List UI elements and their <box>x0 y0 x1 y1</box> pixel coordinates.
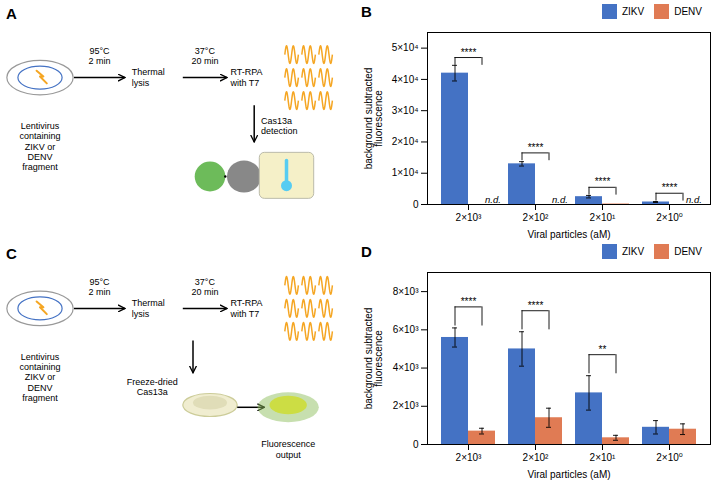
svg-text:Thermallysis: Thermallysis <box>132 67 165 87</box>
svg-text:LentiviruscontainingZIKV orDEN: LentiviruscontainingZIKV orDENVfragment <box>19 121 60 172</box>
svg-text:****: **** <box>662 182 678 193</box>
svg-text:RT-RPAwith T7: RT-RPAwith T7 <box>229 298 262 318</box>
svg-text:1×10⁴: 1×10⁴ <box>392 167 419 178</box>
svg-text:LentiviruscontainingZIKV orDEN: LentiviruscontainingZIKV orDENVfragment <box>19 352 60 403</box>
svg-text:2×10³: 2×10³ <box>456 452 483 463</box>
svg-text:2×10⁰: 2×10⁰ <box>656 212 683 223</box>
svg-text:2×10³: 2×10³ <box>456 212 483 223</box>
svg-text:Freeze-driedCas13a: Freeze-driedCas13a <box>127 377 178 397</box>
svg-text:Viral particles (aM): Viral particles (aM) <box>527 229 610 240</box>
svg-text:4×10³: 4×10³ <box>393 362 420 373</box>
svg-text:2×10³: 2×10³ <box>393 400 420 411</box>
html-text:DENV: DENV <box>674 245 702 257</box>
svg-text:2×10¹: 2×10¹ <box>590 212 617 223</box>
html-text:B: B <box>361 2 372 20</box>
svg-text:A: A <box>6 5 17 22</box>
svg-text:Cas13adetection: Cas13adetection <box>261 116 298 136</box>
svg-text:Fluorescenceoutput: Fluorescenceoutput <box>261 439 315 459</box>
svg-text:2×10²: 2×10² <box>523 452 550 463</box>
svg-text:****: **** <box>528 142 544 153</box>
svg-text:n.d.: n.d. <box>552 194 568 205</box>
svg-text:95°C2 min: 95°C2 min <box>88 46 110 66</box>
svg-text:3×10⁴: 3×10⁴ <box>392 105 419 116</box>
svg-text:37°C20 min: 37°C20 min <box>191 46 218 66</box>
svg-text:8×10³: 8×10³ <box>393 286 420 297</box>
svg-text:0: 0 <box>413 199 419 210</box>
svg-text:C: C <box>6 245 17 262</box>
svg-text:RT-RPAwith T7: RT-RPAwith T7 <box>229 67 262 87</box>
html-text:DENV: DENV <box>674 5 702 17</box>
svg-text:n.d.: n.d. <box>485 194 501 205</box>
html-text:ZIKV: ZIKV <box>622 5 645 17</box>
svg-text:95°C2 min: 95°C2 min <box>88 277 110 297</box>
svg-text:2×10⁰: 2×10⁰ <box>656 452 683 463</box>
svg-text:**: ** <box>599 344 607 355</box>
svg-text:background subtractedfluoresce: background subtractedfluorescence <box>363 68 384 170</box>
svg-text:Viral particles (aM): Viral particles (aM) <box>527 469 610 480</box>
svg-text:4×10⁴: 4×10⁴ <box>392 74 419 85</box>
html-text:ZIKV: ZIKV <box>622 245 645 257</box>
svg-text:background subtractedfluoresce: background subtractedfluorescence <box>363 308 384 410</box>
html-text:D: D <box>361 242 372 260</box>
svg-text:****: **** <box>461 296 477 307</box>
svg-text:2×10²: 2×10² <box>523 212 550 223</box>
svg-text:n.d.: n.d. <box>686 194 702 205</box>
svg-text:Thermallysis: Thermallysis <box>132 298 165 318</box>
svg-text:0: 0 <box>413 439 419 450</box>
svg-text:5×10⁴: 5×10⁴ <box>392 42 419 53</box>
svg-text:37°C20 min: 37°C20 min <box>191 277 218 297</box>
svg-text:****: **** <box>461 47 477 58</box>
svg-text:****: **** <box>595 176 611 187</box>
svg-text:2×10⁴: 2×10⁴ <box>392 136 419 147</box>
svg-text:6×10³: 6×10³ <box>393 324 420 335</box>
svg-text:2×10¹: 2×10¹ <box>590 452 617 463</box>
svg-text:****: **** <box>528 300 544 311</box>
